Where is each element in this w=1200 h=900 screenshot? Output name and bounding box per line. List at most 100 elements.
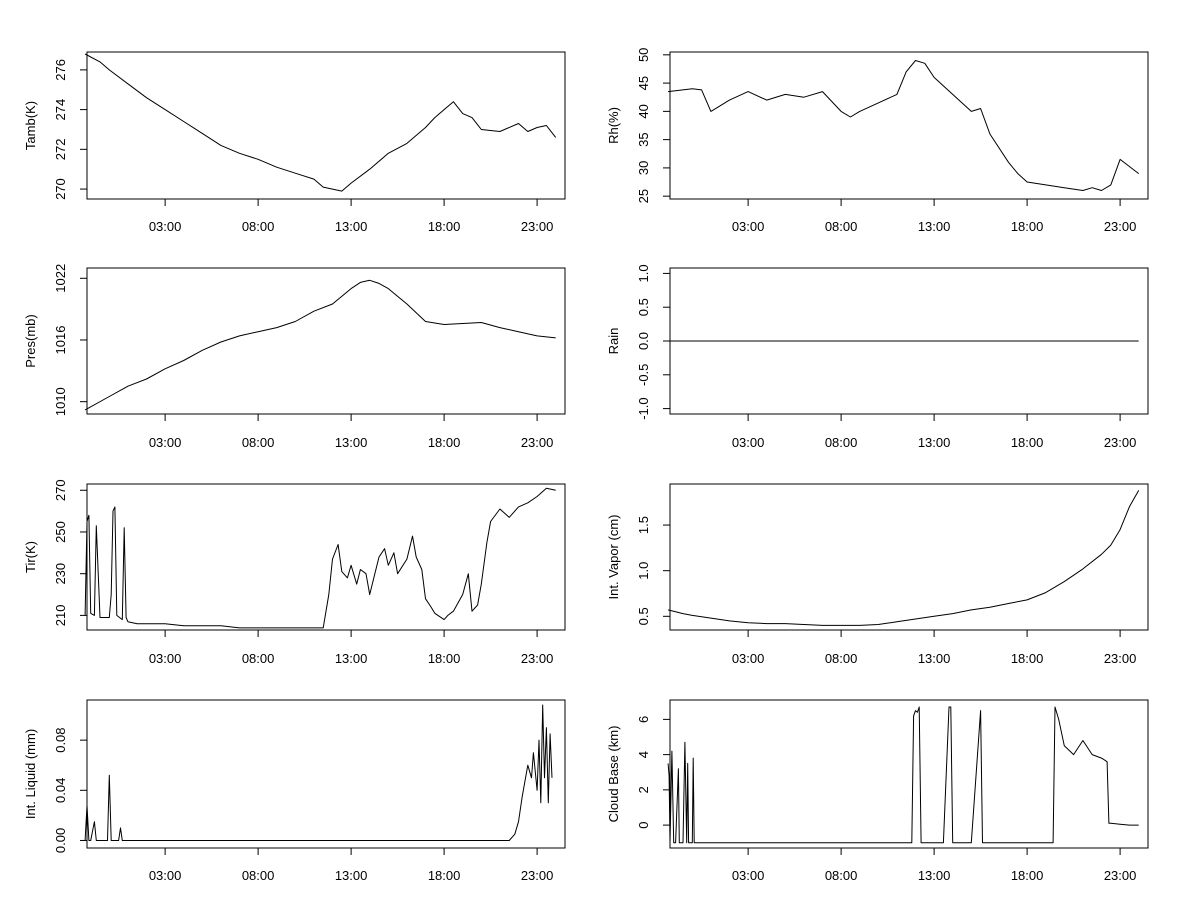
x-tick-label: 08:00 (242, 435, 275, 450)
y-tick-label: 0.0 (636, 332, 651, 350)
x-tick-label: 13:00 (918, 651, 951, 666)
x-tick-label: 08:00 (825, 651, 858, 666)
y-tick-label: 274 (53, 99, 68, 121)
x-tick-label: 03:00 (732, 435, 765, 450)
x-tick-label: 03:00 (732, 868, 765, 883)
series-line (84, 53, 557, 192)
x-tick-label: 08:00 (242, 219, 275, 234)
x-tick-label: 13:00 (335, 219, 368, 234)
x-tick-label: 23:00 (521, 219, 554, 234)
x-tick-label: 03:00 (732, 219, 765, 234)
series-line (84, 704, 553, 841)
plot-frame (86, 699, 566, 849)
x-tick-label: 08:00 (825, 868, 858, 883)
x-tick-label: 03:00 (149, 651, 182, 666)
x-tick-label: 18:00 (1011, 651, 1044, 666)
x-tick-label: 03:00 (149, 219, 182, 234)
panel-3: 03:00 08:00 13:00 18:00 23:00 1010 1016 1022 Pre… (23, 264, 566, 450)
x-tick-label: 18:00 (428, 651, 461, 666)
x-tick-label: 13:00 (918, 868, 951, 883)
x-tick-label: 13:00 (335, 435, 368, 450)
panels-group: 03:00 08:00 13:00 18:00 23:00 270 272 274 276 Tam… (23, 48, 1149, 883)
x-tick-label: 13:00 (918, 435, 951, 450)
series-line (84, 487, 556, 629)
y-tick-label: 1022 (53, 264, 68, 293)
y-tick-label: 40 (636, 104, 651, 118)
y-tick-label: 2 (636, 786, 651, 793)
y-tick-label: -0.5 (636, 364, 651, 386)
series-line (667, 490, 1140, 626)
panel-2: 03:00 08:00 13:00 18:00 23:00 25 30 35 40 45 50 Rh(… (606, 48, 1149, 234)
y-axis-label: Int. Vapor (cm) (606, 514, 621, 599)
y-tick-label: 276 (53, 59, 68, 81)
panel-5: 03:00 08:00 13:00 18:00 23:00 210 230 250 270 Tir… (23, 479, 566, 666)
y-tick-label: 25 (636, 189, 651, 203)
panel-7: 03:00 08:00 13:00 18:00 23:00 0.00 0.04 0.08 Int… (23, 699, 566, 883)
y-axis-label: Tamb(K) (23, 101, 38, 150)
y-tick-label: 1.0 (636, 562, 651, 580)
x-tick-label: 18:00 (428, 219, 461, 234)
x-tick-label: 13:00 (335, 651, 368, 666)
y-tick-label: 4 (636, 751, 651, 758)
y-tick-label: 0.5 (636, 298, 651, 316)
y-axis-label: Pres(mb) (23, 314, 38, 367)
y-tick-label: 1010 (53, 387, 68, 416)
plot-frame (669, 699, 1149, 849)
y-tick-label: 270 (53, 479, 68, 501)
series-line (668, 60, 1140, 191)
y-tick-label: 250 (53, 521, 68, 543)
panel-1: 03:00 08:00 13:00 18:00 23:00 270 272 274 276 Tam… (23, 51, 566, 234)
x-tick-label: 23:00 (521, 868, 554, 883)
plot-frame (86, 267, 566, 415)
y-tick-label: 1.0 (636, 264, 651, 282)
y-tick-label: 230 (53, 563, 68, 585)
y-tick-label: 0.00 (53, 828, 68, 853)
y-tick-label: -1.0 (636, 397, 651, 419)
x-tick-label: 18:00 (428, 435, 461, 450)
y-tick-label: 1016 (53, 326, 68, 355)
x-tick-label: 08:00 (825, 435, 858, 450)
y-tick-label: 30 (636, 161, 651, 175)
x-tick-label: 18:00 (1011, 868, 1044, 883)
panel-4: 03:00 08:00 13:00 18:00 23:00 -1.0 -0.5 0.0 0.5 1… (606, 264, 1149, 450)
y-tick-label: 0.5 (636, 607, 651, 625)
x-tick-label: 23:00 (1104, 435, 1137, 450)
y-tick-label: 270 (53, 178, 68, 200)
y-tick-label: 50 (636, 48, 651, 62)
x-tick-label: 03:00 (149, 435, 182, 450)
x-tick-label: 08:00 (242, 651, 275, 666)
x-tick-label: 23:00 (1104, 651, 1137, 666)
y-tick-label: 272 (53, 138, 68, 160)
plot-frame (86, 483, 566, 631)
x-tick-label: 23:00 (521, 651, 554, 666)
plot-frame (86, 51, 566, 200)
plot-frame (669, 483, 1149, 631)
y-axis-label: Rh(%) (606, 107, 621, 144)
y-tick-label: 0 (636, 821, 651, 828)
panel-8: 03:00 08:00 13:00 18:00 23:00 0 2 4 6 Cloud Base … (606, 699, 1149, 883)
x-tick-label: 23:00 (1104, 219, 1137, 234)
panel-6: 03:00 08:00 13:00 18:00 23:00 0.5 1.0 1.5 Int. V… (606, 483, 1149, 666)
x-tick-label: 23:00 (521, 435, 554, 450)
x-tick-label: 18:00 (1011, 219, 1044, 234)
x-tick-label: 13:00 (335, 868, 368, 883)
x-tick-label: 08:00 (242, 868, 275, 883)
x-tick-label: 18:00 (1011, 435, 1044, 450)
x-tick-label: 23:00 (1104, 868, 1137, 883)
y-axis-label: Tir(K) (23, 541, 38, 573)
series-line (84, 279, 556, 411)
y-axis-label: Rain (606, 328, 621, 355)
x-tick-label: 18:00 (428, 868, 461, 883)
y-tick-label: 6 (636, 716, 651, 723)
x-tick-label: 13:00 (918, 219, 951, 234)
y-tick-label: 35 (636, 132, 651, 146)
plot-frame (669, 51, 1149, 200)
y-axis-label: Cloud Base (km) (606, 726, 621, 823)
y-tick-label: 0.04 (53, 778, 68, 803)
y-axis-label: Int. Liquid (mm) (23, 729, 38, 819)
series-line (667, 706, 1139, 844)
y-tick-label: 0.08 (53, 727, 68, 752)
y-tick-label: 1.5 (636, 516, 651, 534)
x-tick-label: 08:00 (825, 219, 858, 234)
